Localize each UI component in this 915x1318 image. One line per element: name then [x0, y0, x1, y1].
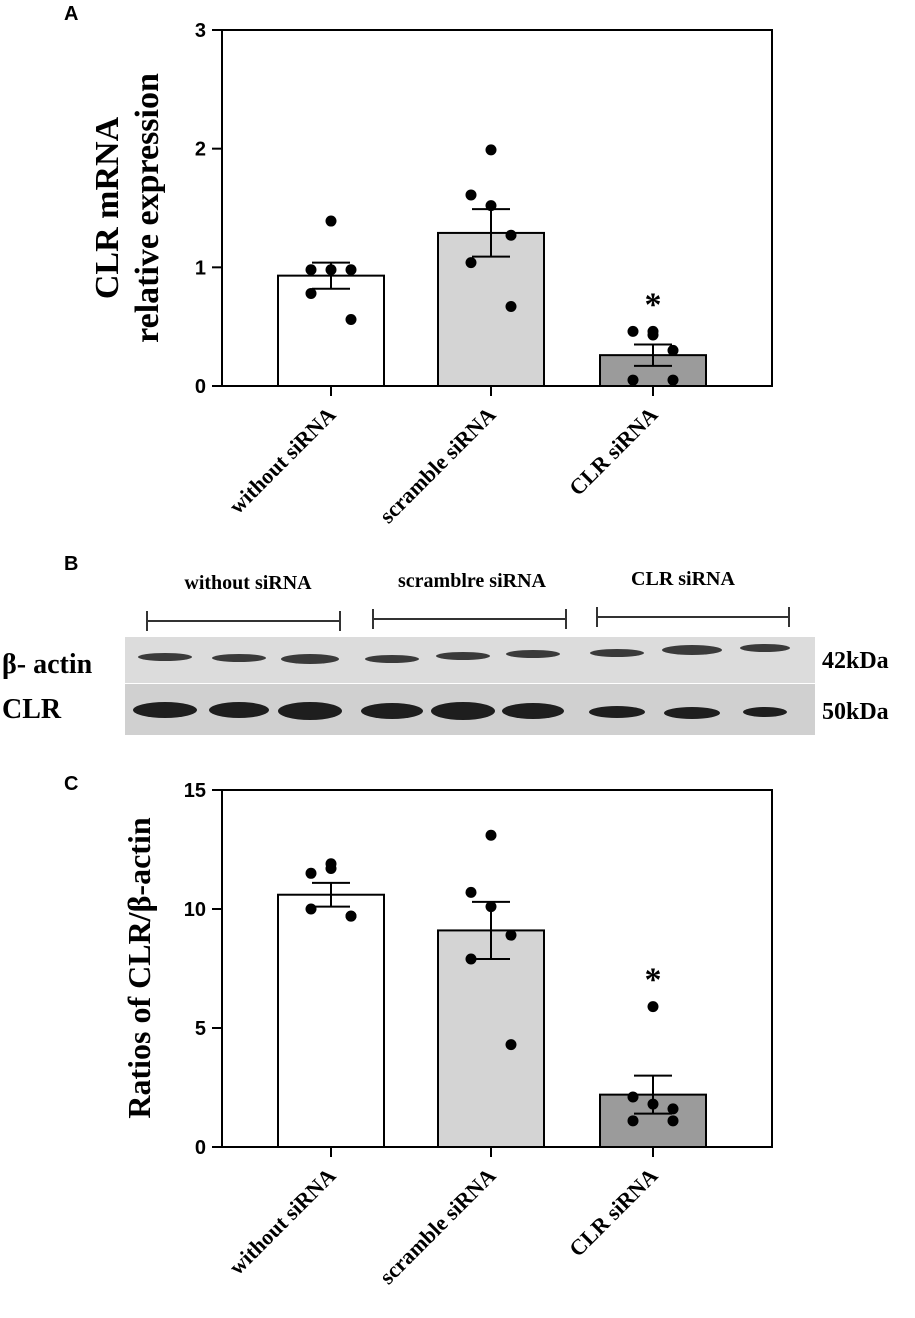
data-point — [627, 1091, 639, 1103]
row-label: CLR — [2, 694, 62, 725]
x-tick-label: CLR siRNA — [564, 1163, 663, 1262]
y-tick-label: 0 — [195, 1137, 206, 1159]
size-label: 42kDa — [822, 648, 889, 674]
size-label: 50kDa — [822, 699, 889, 725]
data-point — [345, 264, 357, 276]
data-point — [647, 1001, 659, 1013]
data-point — [485, 144, 497, 156]
y-axis-label: relative expression — [129, 73, 166, 343]
y-tick-label: 5 — [195, 1018, 206, 1040]
significance: * — [645, 962, 662, 999]
y-tick-label: 3 — [195, 20, 206, 42]
y-axis-label: CLR mRNA — [89, 116, 126, 299]
bands — [138, 644, 790, 664]
x-tick-label: scramble siRNA — [374, 402, 500, 528]
y-tick-label: 1 — [195, 257, 206, 279]
data-point — [505, 929, 517, 941]
data-point — [305, 264, 317, 276]
y-tick-label: 15 — [184, 780, 206, 802]
bar — [437, 929, 545, 1148]
data-point — [345, 314, 357, 326]
y-tick-label: 2 — [195, 139, 206, 161]
bar — [277, 274, 385, 388]
data-point — [305, 903, 317, 915]
data-point — [345, 910, 357, 922]
data-point — [667, 344, 679, 356]
row-label: β- actin — [2, 649, 93, 680]
significance: * — [645, 286, 662, 323]
data-point — [627, 374, 639, 386]
data-point — [305, 867, 317, 879]
y-tick-label: 0 — [195, 376, 206, 398]
group-label: scramblre siRNA — [398, 570, 546, 592]
data-point — [305, 287, 317, 299]
data-point — [627, 1115, 639, 1127]
panel-letter: C — [64, 773, 78, 795]
data-point — [667, 1115, 679, 1127]
data-point — [465, 189, 477, 201]
data-point — [505, 229, 517, 241]
x-tick-label: without siRNA — [224, 402, 341, 519]
brackets — [146, 607, 790, 631]
panel-letter: A — [64, 3, 78, 25]
data-point — [647, 329, 659, 341]
x-tick-label: without siRNA — [224, 1163, 341, 1280]
bar — [437, 231, 545, 387]
bar — [277, 893, 385, 1148]
x-tick-label: CLR siRNA — [564, 402, 663, 501]
data-point — [505, 300, 517, 312]
data-point — [465, 953, 477, 965]
y-tick-label: 10 — [184, 899, 206, 921]
group-label: without siRNA — [184, 572, 312, 594]
data-point — [505, 1039, 517, 1051]
data-point — [465, 886, 477, 898]
y-axis-label: Ratios of CLR/β-actin — [121, 817, 157, 1118]
data-point — [667, 374, 679, 386]
data-point — [667, 1103, 679, 1115]
data-point — [627, 325, 639, 337]
bands — [133, 702, 787, 720]
x-tick-label: scramble siRNA — [374, 1163, 500, 1289]
data-point — [325, 863, 337, 875]
data-point — [485, 829, 497, 841]
data-point — [325, 215, 337, 227]
data-point — [465, 257, 477, 269]
panel-letter: B — [64, 553, 78, 575]
group-label: CLR siRNA — [631, 568, 735, 590]
